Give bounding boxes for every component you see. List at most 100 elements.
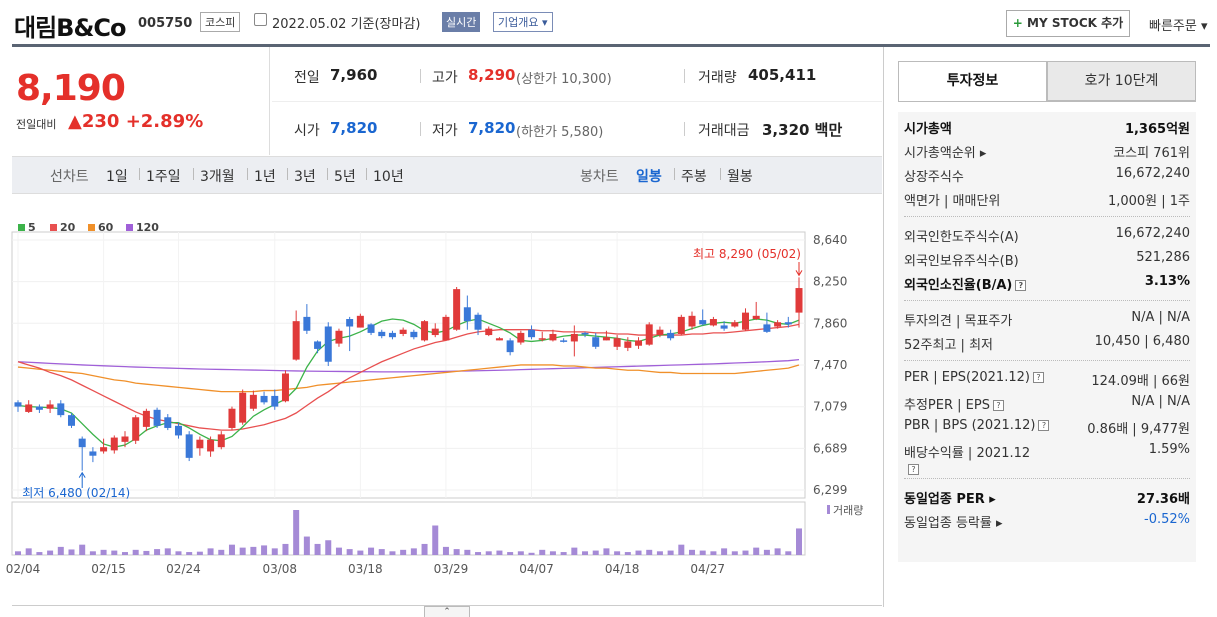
candle (249, 394, 257, 409)
open-label: 시가 (294, 123, 320, 139)
volume-bar (496, 550, 503, 555)
info-value: N/A | N/A (1131, 394, 1190, 409)
info-row-rows5-1: 동일업종 등락률 ▸ -0.52% (904, 512, 1190, 532)
legend-swatch (18, 224, 25, 231)
separator (674, 168, 675, 180)
help-icon[interactable]: ? (1032, 372, 1044, 383)
x-tick-label: 03/18 (348, 562, 383, 576)
collapse-button[interactable]: ⌃ (424, 606, 470, 617)
line-period-1[interactable]: 1주일 (146, 169, 181, 185)
candle (410, 331, 418, 338)
separator (247, 168, 248, 180)
candle-period-2[interactable]: 월봉 (727, 169, 753, 185)
separator (287, 168, 288, 180)
stock-name: 대림B&Co (14, 14, 126, 42)
info-label: 시가총액 (904, 122, 952, 137)
prev-close-label: 전일 (294, 70, 320, 86)
help-icon[interactable]: ? (908, 464, 919, 475)
volume-bar (421, 543, 428, 555)
candle (196, 439, 204, 449)
candle (421, 321, 429, 341)
info-value: 1,365억원 (1124, 122, 1190, 137)
candle (239, 392, 247, 423)
candle (474, 314, 482, 330)
tab-order-book[interactable]: 호가 10단계 (1047, 61, 1196, 101)
volume-bar (582, 551, 589, 555)
legend-swatch (50, 224, 57, 231)
candle-period-1[interactable]: 주봉 (681, 169, 707, 185)
line-period-4[interactable]: 3년 (294, 169, 316, 185)
info-value: 0.86배 | 9,477원 (1087, 422, 1190, 437)
volume-bar (710, 551, 717, 555)
info-label: 배당수익률 | 2021.12 (904, 446, 1031, 461)
volume-bar (624, 552, 631, 555)
line-period-5[interactable]: 5년 (334, 169, 356, 185)
candle (207, 439, 215, 452)
low-arrow-head (78, 471, 86, 478)
high-arrow-head (795, 270, 803, 277)
candle-period-0[interactable]: 일봉 (636, 169, 662, 185)
volume-bar (250, 546, 257, 555)
volume-bar (475, 552, 482, 555)
info-value: 16,672,240 (1115, 226, 1190, 241)
info-row-rows2-0: 외국인한도주식수(A) 16,672,240 (904, 226, 1190, 246)
volume-bar (57, 546, 64, 555)
volume-bar (36, 552, 43, 555)
candle (570, 333, 578, 342)
candle (142, 410, 150, 427)
help-icon[interactable]: ? (992, 400, 1004, 411)
add-mystock-button[interactable]: + MY STOCK 추가 (1006, 10, 1130, 37)
candle (635, 340, 643, 346)
base-date: 2022.05.02 기준(장마감) (272, 17, 421, 32)
separator (720, 168, 721, 180)
help-icon[interactable]: ? (1015, 280, 1027, 291)
candle (324, 326, 332, 362)
info-label: 동일업종 PER ▸ (904, 492, 996, 507)
candle (100, 447, 108, 452)
volume-bar (678, 544, 685, 555)
section-divider (904, 478, 1190, 479)
info-value: 124.09배 | 66원 (1091, 374, 1190, 389)
info-row-rows4-0: PER | EPS(2021.12)? 124.09배 | 66원 (904, 370, 1190, 390)
line-period-6[interactable]: 10년 (373, 169, 404, 185)
candle (346, 319, 354, 327)
ma-line-120 (17, 358, 800, 373)
company-info-dropdown[interactable]: 기업개요 ▾ (493, 12, 553, 32)
volume-bar (507, 552, 514, 555)
info-label: 외국인소진율(B/A) (904, 278, 1013, 293)
volume-bar (335, 547, 342, 555)
candle (581, 332, 589, 335)
y-tick-label: 7,860 (813, 316, 847, 330)
separator (139, 168, 140, 180)
tab-underline (898, 101, 1196, 102)
volume-bar (796, 528, 802, 555)
line-period-2[interactable]: 3개월 (200, 169, 235, 185)
info-value: 1.59% (1148, 442, 1190, 457)
price-chart[interactable]: 8,640 8,250 7,860 7,470 7,079 6,689 6,299 02/04… (0, 200, 883, 605)
candle (271, 395, 279, 407)
info-row-rows1-3: 액면가 | 매매단위 1,000원 | 1주 (904, 190, 1190, 210)
volume-label: 거래량 (833, 504, 863, 517)
volume-bar (571, 547, 578, 555)
diff-label: 전일대비 (16, 118, 57, 131)
section-divider (904, 300, 1190, 301)
volume-bar (228, 544, 235, 555)
quick-order-dropdown[interactable]: 빠른주문 ▾ (1149, 19, 1208, 34)
line-period-0[interactable]: 1일 (106, 169, 128, 185)
realtime-button[interactable]: 실시간 (442, 12, 481, 32)
volume-bar (154, 549, 161, 555)
legend-item-60: 60 (88, 221, 113, 234)
candle (185, 434, 193, 458)
info-row-rows1-2: 상장주식수 16,672,240 (904, 166, 1190, 186)
candle-chart-label: 봉차트 (580, 169, 619, 185)
candle (260, 395, 268, 403)
line-period-3[interactable]: 1년 (254, 169, 276, 185)
tab-invest-info[interactable]: 투자정보 (898, 61, 1047, 101)
volume-bar (539, 549, 546, 555)
separator (327, 168, 328, 180)
candle (560, 340, 568, 342)
help-icon[interactable]: ? (1038, 420, 1050, 431)
prev-close-value: 7,960 (330, 66, 378, 84)
volume-bar (218, 549, 225, 555)
high-annotation: 최고 8,290 (05/02) (693, 247, 801, 261)
